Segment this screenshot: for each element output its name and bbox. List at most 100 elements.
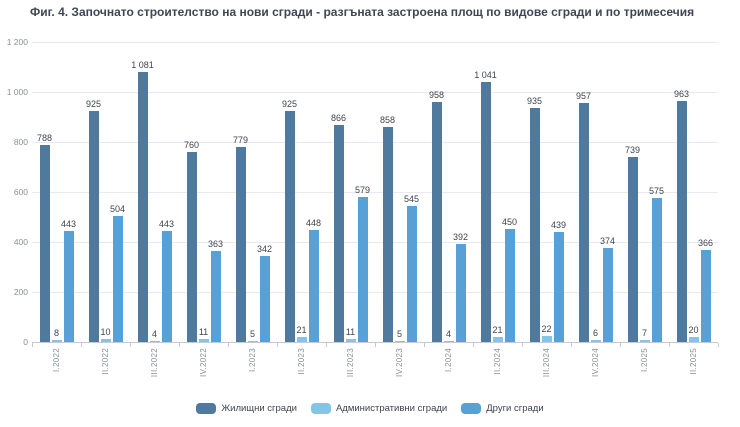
bar-value-label: 5	[396, 329, 403, 339]
barwrap: 5	[394, 329, 405, 342]
x-axis-ticks	[32, 343, 719, 348]
bar-value-label: 21	[296, 325, 307, 335]
x-axis-tick-label: I.2024	[424, 348, 473, 390]
bar-value-label: 858	[379, 115, 396, 125]
bar-value-label: 504	[109, 204, 126, 214]
bar-group-II.2022: 925 10 504	[81, 42, 130, 342]
bar-value-label: 1 081	[131, 60, 154, 70]
bar-other-buildings	[357, 197, 368, 342]
axis-tick	[277, 343, 278, 347]
axis-tick	[424, 343, 425, 347]
bar-group-IV.2022: 760 11 363	[179, 42, 228, 342]
x-axis-tick-label-text: I.2024	[444, 348, 453, 373]
barwrap: 448	[306, 218, 321, 342]
bar-group-II.2024: 1 041 21 450	[473, 42, 522, 342]
bar-administrative-buildings	[394, 341, 405, 342]
bar-value-label: 4	[151, 329, 158, 339]
x-axis-labels: I.2022 II.2022 III.2022 IV.2022 I.2023 II.202…	[32, 348, 718, 390]
bar-other-buildings	[308, 230, 319, 342]
barwrap: 342	[257, 244, 272, 342]
bar-value-label: 10	[100, 327, 111, 337]
barwrap: 22	[541, 324, 552, 342]
bar-group-II.2025: 963 20 366	[669, 42, 718, 342]
x-axis-tick-label-text: I.2023	[248, 348, 257, 373]
legend-item-residential-buildings: Жилищни сгради	[196, 403, 297, 414]
axis-tick	[228, 343, 229, 347]
gridline	[32, 292, 718, 293]
bar-group-I.2024: 958 4 392	[424, 42, 473, 342]
axis-tick	[571, 343, 572, 347]
bar-group-III.2023: 866 11 579	[326, 42, 375, 342]
bar-administrative-buildings	[541, 336, 552, 342]
bar-value-label: 8	[53, 328, 60, 338]
bar-administrative-buildings	[51, 340, 62, 342]
barwrap: 374	[600, 236, 615, 342]
legend-swatch-other-buildings	[461, 403, 482, 414]
barwrap: 4	[443, 329, 454, 342]
x-axis-tick-label: I.2022	[32, 348, 81, 390]
gridline	[32, 192, 718, 193]
axis-tick	[522, 343, 523, 347]
bar-value-label: 6	[592, 328, 599, 338]
barwrap: 935	[527, 96, 542, 342]
barwrap: 925	[86, 99, 101, 342]
barwrap: 5	[247, 329, 258, 342]
gridline	[32, 242, 718, 243]
bar-administrative-buildings	[688, 337, 699, 342]
barwrap: 11	[198, 327, 209, 342]
plot-area	[32, 42, 718, 343]
barwrap: 760	[184, 140, 199, 342]
x-axis-tick-label: IV.2023	[375, 348, 424, 390]
bar-other-buildings	[406, 206, 417, 342]
barwrap: 21	[492, 325, 503, 342]
bar-residential-buildings	[676, 101, 687, 342]
bar-other-buildings	[112, 216, 123, 342]
barwrap: 7	[639, 328, 650, 342]
bar-value-label: 963	[673, 89, 690, 99]
bar-residential-buildings	[88, 111, 99, 342]
bar-other-buildings	[259, 256, 270, 342]
x-axis-tick-label: III.2023	[326, 348, 375, 390]
bar-other-buildings	[210, 251, 221, 342]
x-axis-tick-label-text: III.2024	[542, 348, 551, 378]
axis-tick	[32, 343, 33, 347]
bar-value-label: 363	[207, 239, 224, 249]
y-axis-tick-label: 200	[13, 287, 28, 297]
bar-value-label: 366	[697, 238, 714, 248]
bar-other-buildings	[651, 198, 662, 342]
barwrap: 450	[502, 217, 517, 342]
bar-other-buildings	[553, 232, 564, 342]
barwrap: 1 041	[474, 70, 497, 342]
bar-value-label: 925	[85, 99, 102, 109]
bar-value-label: 342	[256, 244, 273, 254]
barwrap: 443	[159, 219, 174, 342]
bar-value-label: 439	[550, 220, 567, 230]
bar-value-label: 1 041	[474, 70, 497, 80]
bar-group-III.2024: 935 22 439	[522, 42, 571, 342]
bar-group-IV.2024: 957 6 374	[571, 42, 620, 342]
x-axis-tick-label-text: II.2022	[101, 348, 110, 375]
barwrap: 957	[576, 91, 591, 342]
bar-residential-buildings	[284, 111, 295, 342]
bar-value-label: 925	[281, 99, 298, 109]
barwrap: 8	[51, 328, 62, 342]
bar-value-label: 5	[249, 329, 256, 339]
y-axis-tick-label: 1 000	[6, 87, 28, 97]
x-axis-tick-label: II.2023	[277, 348, 326, 390]
y-axis-tick-label: 800	[13, 137, 28, 147]
barwrap: 1 081	[131, 60, 154, 342]
bar-value-label: 4	[445, 329, 452, 339]
bar-other-buildings	[161, 231, 172, 342]
barwrap: 575	[649, 186, 664, 342]
x-axis-tick-label: IV.2024	[571, 348, 620, 390]
bar-value-label: 739	[624, 145, 641, 155]
bar-value-label: 443	[158, 219, 175, 229]
barwrap: 11	[345, 327, 356, 342]
bar-groups: 788 8 443 925 10 504 1 081 4 443 760 11 363 779 5 342 9…	[32, 42, 718, 342]
x-axis-tick-label-text: IV.2023	[395, 348, 404, 377]
barwrap: 958	[429, 90, 444, 342]
bar-residential-buildings	[382, 127, 393, 342]
barwrap: 363	[208, 239, 223, 342]
x-axis-tick-label: III.2024	[522, 348, 571, 390]
bar-value-label: 374	[599, 236, 616, 246]
